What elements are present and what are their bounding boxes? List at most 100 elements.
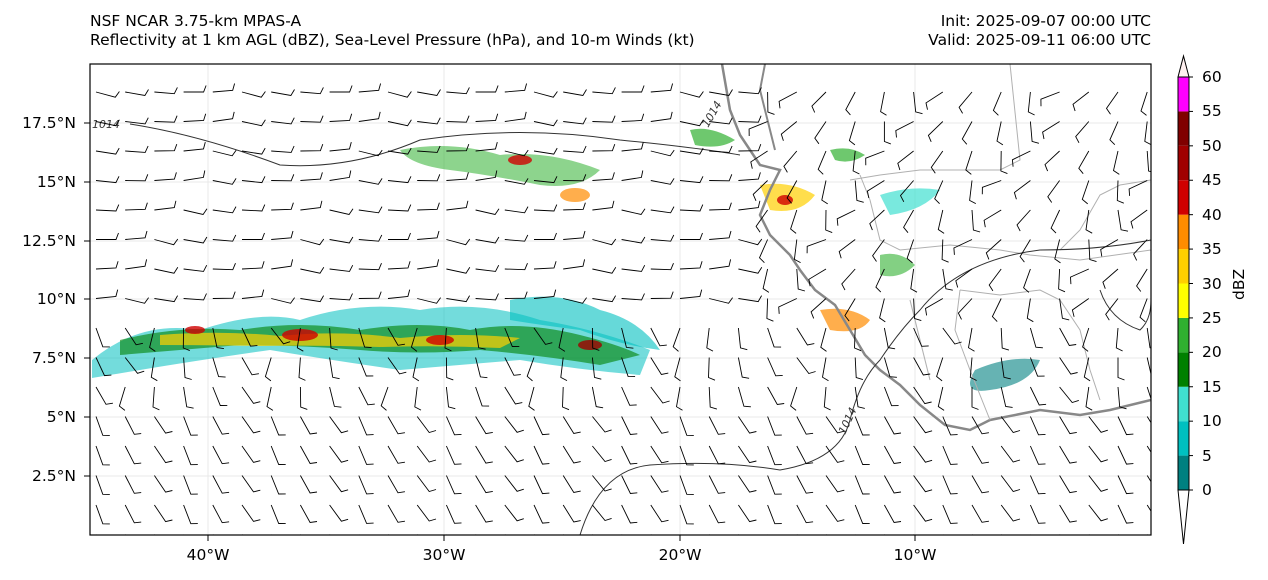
wind-barb xyxy=(679,416,694,436)
wind-barb xyxy=(1078,150,1090,174)
wind-barb xyxy=(767,386,785,405)
wind-barb xyxy=(592,143,616,152)
lon-label: 40°W xyxy=(186,546,230,564)
wind-barb xyxy=(329,475,349,493)
wind-barb xyxy=(895,121,914,138)
wind-barb xyxy=(709,174,733,182)
wind-barb xyxy=(412,357,420,382)
wind-barb xyxy=(825,475,845,493)
wind-barb xyxy=(154,416,173,434)
wind-barb xyxy=(621,475,638,494)
wind-barb xyxy=(1029,386,1047,406)
wind-barb xyxy=(790,209,798,234)
wind-barb xyxy=(212,206,237,214)
wind-barb xyxy=(1058,268,1066,293)
wind-barb xyxy=(592,238,617,246)
wind-barb xyxy=(1000,150,1008,175)
wind-barb xyxy=(300,87,324,95)
wind-barb xyxy=(783,150,798,173)
wind-barb xyxy=(706,327,714,352)
wind-barb xyxy=(183,85,207,93)
wind-barb xyxy=(358,291,382,299)
wind-barb xyxy=(738,87,762,95)
wind-barb xyxy=(95,289,119,299)
colorbar-level-label: 55 xyxy=(1202,102,1222,121)
field-description: Reflectivity at 1 km AGL (dBZ), Sea-Leve… xyxy=(90,31,695,49)
wind-barb xyxy=(358,83,382,93)
wind-barb xyxy=(592,534,594,535)
wind-barb xyxy=(562,445,581,464)
wind-barb xyxy=(767,91,775,115)
wind-barb xyxy=(709,202,732,211)
wind-barb xyxy=(591,386,604,409)
wind-barb xyxy=(1070,268,1089,285)
wind-barb xyxy=(475,113,499,122)
wind-barb xyxy=(416,416,437,434)
wind-barb xyxy=(446,143,470,152)
wind-barb xyxy=(300,267,325,274)
wind-barb xyxy=(650,504,669,523)
wind-barb xyxy=(650,178,675,185)
wind-barb xyxy=(475,141,498,152)
wind-barb xyxy=(329,85,353,93)
wind-barb xyxy=(504,475,524,492)
wind-barb xyxy=(942,268,953,291)
wind-barb xyxy=(416,475,437,493)
wind-barb xyxy=(212,234,237,242)
wind-barb xyxy=(942,504,958,524)
colorbar-bin xyxy=(1178,283,1189,318)
wind-barb xyxy=(183,208,208,216)
wind-barb xyxy=(271,89,295,96)
wind-barb xyxy=(329,357,340,380)
wind-barb xyxy=(621,357,636,378)
wind-barb xyxy=(621,504,638,524)
wind-barb xyxy=(183,504,198,525)
wind-barb xyxy=(271,174,295,182)
wind-barb xyxy=(1023,268,1031,293)
coastline xyxy=(720,64,1151,432)
wind-barb xyxy=(271,230,294,240)
lon-label: 20°W xyxy=(658,546,702,564)
wind-barb xyxy=(679,289,703,299)
wind-barb xyxy=(796,475,814,494)
wind-barb xyxy=(154,445,173,464)
wind-barb xyxy=(446,295,470,303)
wind-barb xyxy=(591,357,602,380)
wind-barb xyxy=(212,445,230,465)
wind-barb xyxy=(154,534,156,535)
wind-barb xyxy=(212,386,228,406)
wind-barb xyxy=(790,386,798,411)
wind-barb xyxy=(358,504,374,524)
wind-barb xyxy=(300,143,324,152)
wind-barb xyxy=(1146,327,1151,349)
wind-barb xyxy=(154,115,178,123)
wind-barb xyxy=(562,416,581,435)
wind-barb xyxy=(767,504,782,525)
wind-barb xyxy=(1054,239,1061,264)
wind-barb xyxy=(825,209,833,234)
wind-barb xyxy=(1029,357,1045,377)
wind-barb xyxy=(1059,504,1077,523)
wind-barb xyxy=(1128,180,1148,196)
wind-barb xyxy=(95,261,119,270)
wind-barb xyxy=(1081,180,1090,205)
wind-barb xyxy=(796,534,798,535)
wind-barb xyxy=(709,89,733,96)
wind-barb xyxy=(271,297,295,304)
wind-barb xyxy=(854,386,865,409)
wind-barb xyxy=(125,230,148,240)
wind-barb xyxy=(592,445,612,463)
wind-barb xyxy=(1088,445,1108,463)
wind-barb xyxy=(563,174,587,182)
wind-barb xyxy=(971,475,989,494)
wind-barb xyxy=(592,504,612,522)
wind-barb xyxy=(968,327,975,352)
colorbar-level-label: 40 xyxy=(1202,205,1222,224)
wind-barb xyxy=(329,504,349,522)
wind-barb xyxy=(358,534,360,535)
colorbar-level-label: 10 xyxy=(1202,412,1222,431)
wind-barb xyxy=(298,357,306,381)
wind-barb xyxy=(738,115,762,123)
wind-barb xyxy=(1116,180,1124,204)
wind-barb xyxy=(865,150,885,166)
